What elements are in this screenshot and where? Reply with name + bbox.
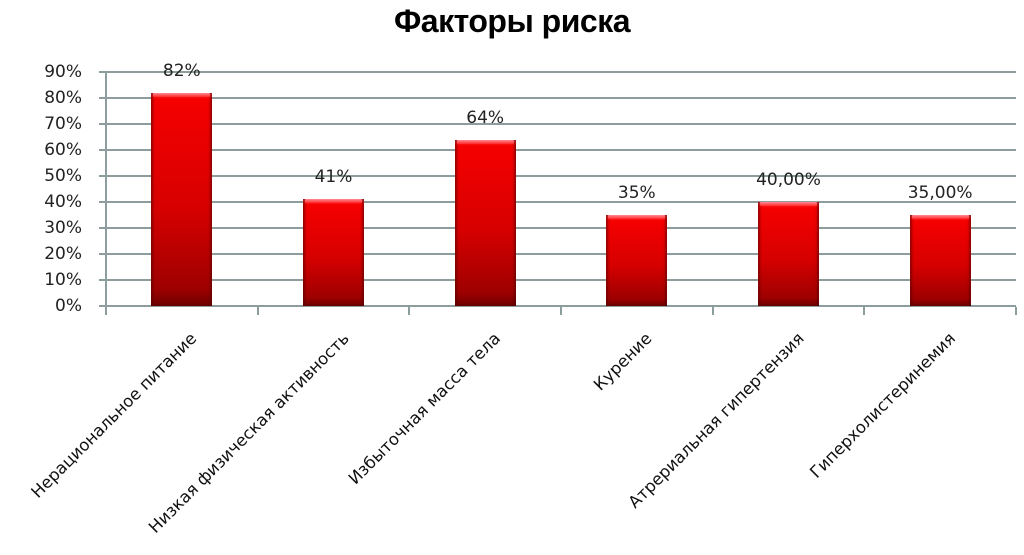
gridline [106,227,1016,229]
x-category-label: Гиперхолистеринемия [806,328,960,482]
y-tick-mark [99,279,106,281]
x-tick-mark [711,307,714,315]
y-tick-label: 10% [44,270,82,290]
y-tick-mark [99,253,106,255]
data-label: 40,00% [756,170,821,190]
x-axis-line [106,305,1016,307]
y-tick-label: 20% [44,244,82,264]
y-tick-label: 50% [44,166,82,186]
y-tick-label: 90% [44,62,82,82]
gridline [106,201,1016,203]
bar [151,92,213,306]
y-tick-label: 0% [55,296,82,316]
bar [909,215,971,306]
bar [606,215,668,306]
y-tick-mark [99,97,106,99]
x-category-label: Избыточная масса тела [344,328,505,489]
y-tick-mark [99,71,106,73]
y-tick-label: 30% [44,218,82,238]
plot-area: 82% 41% 64% 35% 40,00% 35,00% [99,61,1017,315]
x-category-label: Нерациональное питание [27,328,201,502]
x-category-label: Атрериальная гипертензия [624,328,808,512]
data-label: 35% [617,183,656,203]
y-tick-label: 80% [44,88,82,108]
y-tick-mark [99,123,106,125]
gridline [106,175,1016,177]
x-tick-mark [408,307,411,315]
x-tick-mark [256,307,259,315]
x-tick-mark [863,307,866,315]
x-category-label: Курение [589,328,656,395]
gridline [106,71,1016,73]
y-tick-mark [99,201,106,203]
y-axis-line [105,72,107,314]
gridline [106,279,1016,281]
bar [303,199,364,306]
y-tick-mark [99,305,106,307]
gridline [106,149,1016,151]
bar [758,202,819,306]
y-tick-mark [99,227,106,229]
y-tick-mark [99,175,106,177]
data-label: 35,00% [907,183,973,203]
data-label: 64% [466,107,505,128]
data-label: 82% [162,60,201,81]
chart-title: Факторы риска [393,3,631,39]
bar [454,139,516,306]
gridline [106,97,1016,99]
gridline [106,123,1016,125]
y-tick-mark [99,149,106,151]
gridline [106,253,1016,255]
x-tick-mark [560,307,562,315]
y-tick-label: 60% [44,140,82,160]
x-tick-mark [105,307,107,315]
x-tick-mark [1015,307,1017,315]
y-tick-label: 70% [44,114,82,134]
data-label: 41% [314,167,353,188]
y-tick-label: 40% [44,192,82,212]
